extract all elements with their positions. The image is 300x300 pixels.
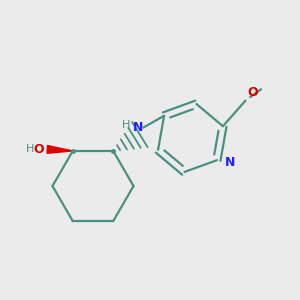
Text: N: N — [224, 156, 235, 169]
Text: H: H — [122, 119, 130, 130]
Text: O: O — [33, 143, 44, 156]
Text: O: O — [248, 86, 258, 99]
Polygon shape — [47, 146, 73, 153]
Text: N: N — [133, 121, 143, 134]
Text: H: H — [26, 144, 34, 154]
